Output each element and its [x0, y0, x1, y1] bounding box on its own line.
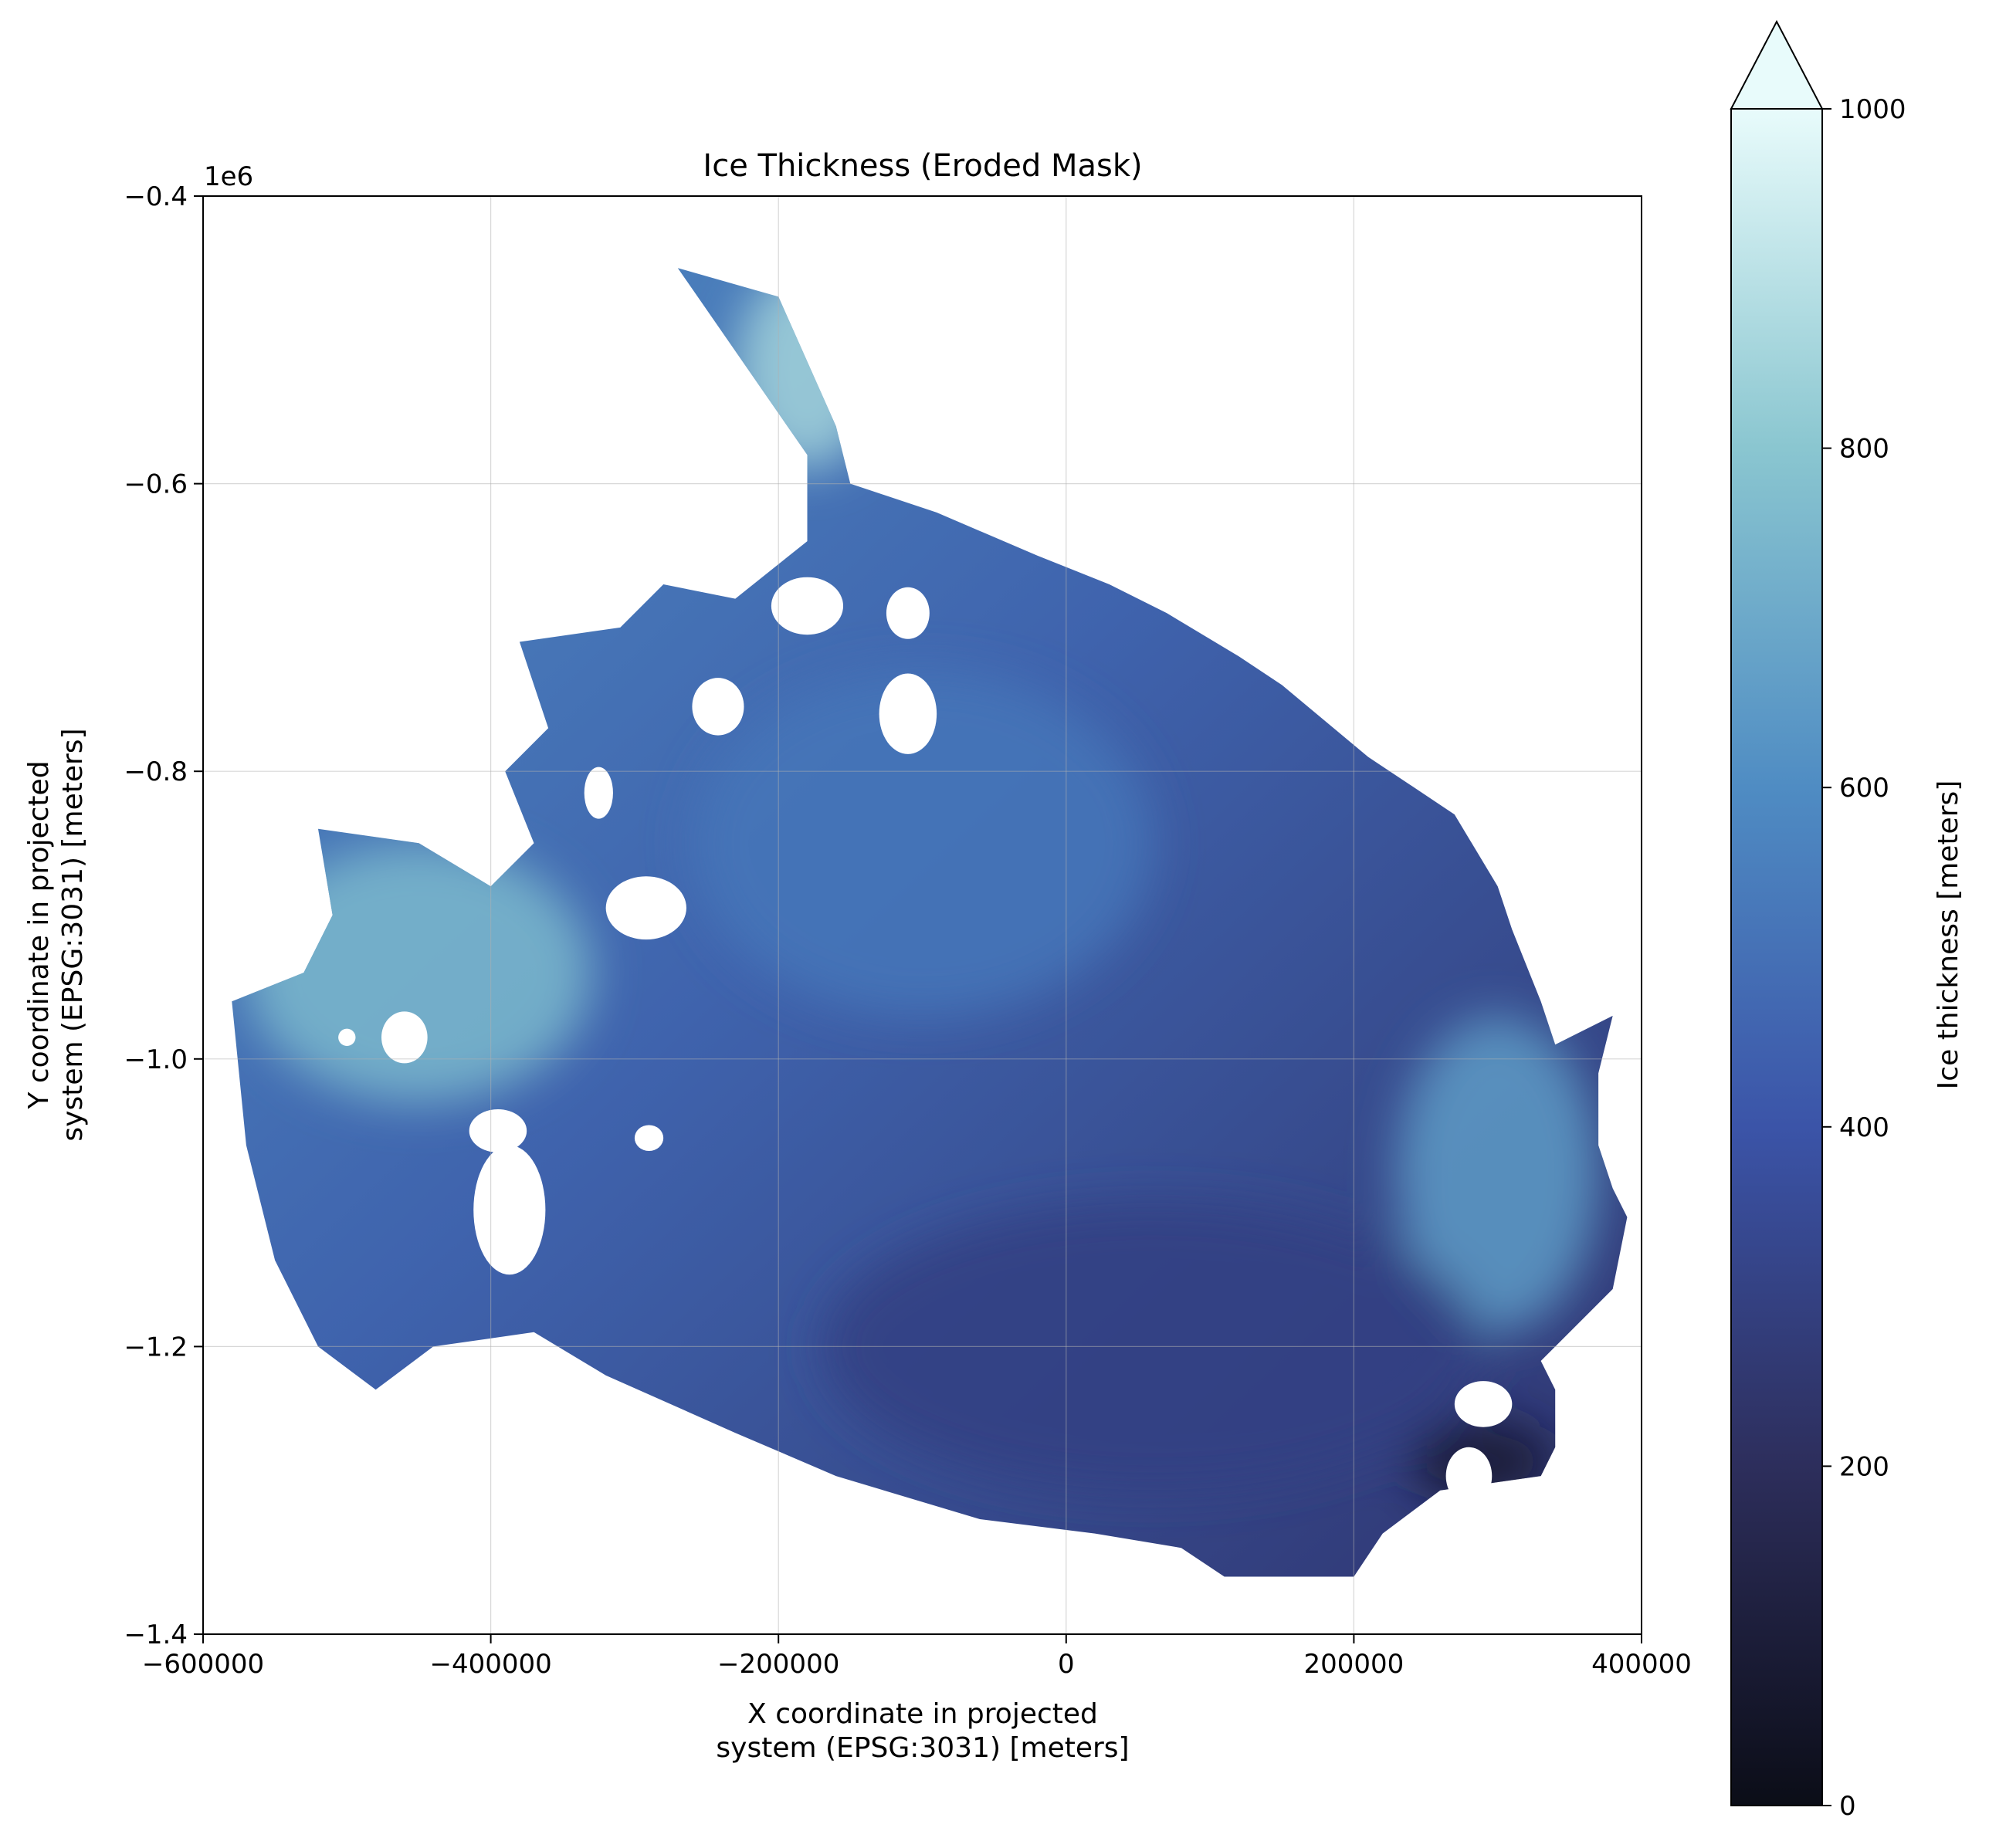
y-axis-ticks: −1.4 −1.2 −1.0 −0.8 −0.6 −0.4: [124, 181, 203, 1650]
y-tick-label: −0.8: [124, 756, 188, 787]
thickness-region: [735, 268, 879, 469]
colorbar-tick-label: 0: [1839, 1791, 1856, 1822]
masked-hole: [584, 767, 613, 819]
x-tick-label: 0: [1058, 1649, 1075, 1680]
y-tick-label: −0.6: [124, 469, 188, 500]
thickness-region: [1397, 1015, 1599, 1332]
thickness-region: [246, 843, 592, 1102]
x-tick-label: 400000: [1591, 1649, 1692, 1680]
x-tick-label: 200000: [1304, 1649, 1404, 1680]
y-tick-label: −1.0: [124, 1044, 188, 1075]
x-tick-label: −200000: [717, 1649, 839, 1680]
plot-area: [203, 196, 1642, 1634]
colorbar-label: Ice thickness [meters]: [1933, 780, 1964, 1090]
masked-hole: [381, 1011, 428, 1064]
colorbar-tick-label: 800: [1839, 434, 1889, 465]
colorbar: 0 200 400 600 800 1000 Ice thickness [meters]: [1730, 19, 1964, 1822]
axes-frame: [202, 195, 1642, 1635]
chart-title: Ice Thickness (Eroded Mask): [703, 148, 1142, 184]
colorbar-bar: [1730, 108, 1823, 1806]
y-tick-label: −0.4: [124, 181, 188, 212]
masked-hole: [605, 876, 686, 940]
y-tick-label: −1.2: [124, 1332, 188, 1362]
masked-hole: [886, 587, 930, 639]
masked-hole: [771, 577, 844, 635]
x-axis-ticks: −600000 −400000 −200000 0 200000 400000: [142, 1634, 1692, 1680]
masked-hole: [879, 673, 937, 754]
colorbar-tick-label: 1000: [1839, 94, 1906, 125]
colorbar-tick-label: 200: [1839, 1451, 1889, 1482]
y-offset-label: 1e6: [204, 161, 253, 192]
grid-lines: [203, 196, 1642, 1634]
thickness-region: [692, 670, 1153, 1016]
masked-hole: [692, 678, 744, 736]
colorbar-tick-label: 400: [1839, 1112, 1889, 1143]
colorbar-ticks: 0 200 400 600 800 1000: [1822, 94, 1906, 1822]
masked-hole: [473, 1145, 546, 1275]
masked-hole: [634, 1125, 664, 1152]
masked-hole: [338, 1028, 356, 1047]
colorbar-tick-label: 600: [1839, 773, 1889, 804]
y-axis-label-line2: system (EPSG:3031) [meters]: [57, 728, 89, 1141]
y-axis-label-line1: Y coordinate in projected: [23, 760, 55, 1109]
x-tick-label: −400000: [429, 1649, 551, 1680]
colorbar-extend-arrow: [1730, 19, 1824, 110]
masked-hole: [1445, 1447, 1493, 1505]
thickness-variation-layer: [246, 268, 1599, 1505]
y-tick-label: −1.4: [124, 1620, 188, 1650]
x-axis-label-line2: system (EPSG:3031) [meters]: [716, 1732, 1129, 1764]
masked-holes: [338, 577, 1513, 1505]
masked-hole: [1454, 1381, 1513, 1427]
masked-hole: [469, 1109, 527, 1152]
x-tick-label: −600000: [142, 1649, 264, 1680]
x-axis-label-line1: X coordinate in projected: [747, 1698, 1098, 1730]
